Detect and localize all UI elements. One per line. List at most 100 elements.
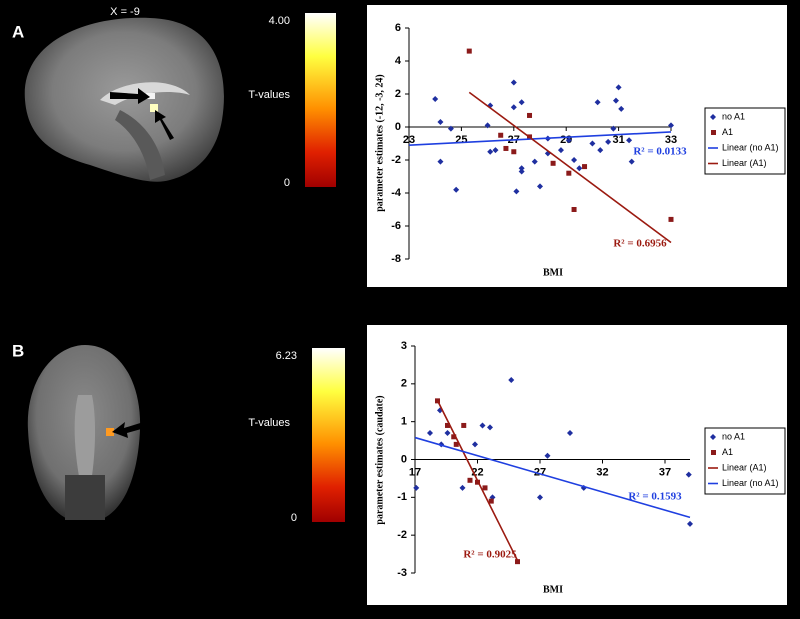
x-axis-label: BMI: [543, 584, 563, 595]
legend-swatch: [710, 114, 716, 120]
point: [687, 520, 693, 527]
point: [437, 158, 444, 165]
y-tick-label: 0: [395, 121, 401, 133]
point: [527, 112, 533, 118]
y-tick-label: 2: [401, 378, 407, 390]
point: [576, 165, 583, 172]
point: [472, 441, 478, 448]
legend-label: Linear (A1): [722, 158, 767, 168]
point: [513, 188, 520, 195]
point: [550, 160, 556, 166]
point: [447, 125, 454, 132]
colorbar-tick-label: 4.00: [269, 15, 290, 27]
point: [582, 164, 588, 170]
legend-label: Linear (no A1): [722, 478, 779, 488]
legend-swatch: [711, 130, 716, 135]
colorbar-tick-label: 0: [291, 512, 297, 524]
x-tick-label: 33: [665, 134, 677, 146]
legend: [704, 107, 786, 175]
y-tick-label: -1: [397, 491, 407, 503]
y-tick-label: 2: [395, 88, 401, 100]
point: [413, 484, 420, 491]
point: [498, 132, 504, 138]
y-tick-label: 1: [401, 416, 407, 428]
point: [437, 119, 444, 126]
y-axis-label: parameter estimates (-12, -3, 24): [374, 74, 385, 212]
y-tick-label: -6: [391, 220, 401, 232]
point: [626, 137, 633, 144]
legend: [704, 427, 786, 495]
point: [537, 494, 543, 501]
legend-swatch: [710, 434, 716, 440]
panel-label: B: [12, 341, 24, 360]
point: [518, 168, 525, 175]
colorbar-title: T-values: [248, 417, 290, 429]
y-tick-label: -2: [397, 529, 407, 541]
point: [461, 422, 467, 428]
slice-label: X = -9: [110, 6, 140, 18]
point: [605, 138, 612, 145]
point: [610, 125, 617, 132]
point: [685, 471, 692, 478]
point: [432, 95, 439, 102]
point: [618, 105, 625, 112]
y-tick-label: -4: [391, 187, 402, 199]
point: [467, 477, 473, 483]
point: [571, 207, 577, 212]
x-tick-label: 17: [409, 466, 421, 478]
trend-line: [408, 131, 672, 146]
x-tick-label: 37: [659, 466, 671, 478]
legend-label: A1: [722, 127, 733, 137]
annotation: R² = 0.1593: [628, 491, 682, 503]
point: [518, 99, 525, 106]
x-axis-label: BMI: [543, 267, 563, 278]
point: [444, 430, 451, 437]
trend-line: [436, 400, 519, 561]
annotation: R² = 0.9025: [463, 549, 517, 561]
point: [508, 377, 515, 384]
point: [451, 434, 457, 440]
x-tick-label: 32: [596, 466, 608, 478]
trend-line: [468, 91, 672, 244]
colorbar: [305, 13, 336, 187]
point: [510, 79, 517, 86]
point: [565, 137, 572, 144]
legend-label: no A1: [722, 431, 745, 441]
colorbar-title: T-values: [248, 89, 290, 101]
point: [503, 145, 509, 151]
y-axis-label: parameter estimates (caudate): [374, 395, 385, 524]
legend-swatch: [711, 450, 716, 455]
point: [668, 122, 674, 129]
point: [566, 170, 572, 176]
point: [612, 97, 619, 104]
colorbar-tick-label: 0: [284, 177, 290, 189]
point: [668, 216, 674, 222]
point: [518, 165, 525, 172]
point: [531, 158, 538, 165]
point: [510, 104, 517, 111]
point: [515, 559, 520, 565]
point: [479, 422, 486, 429]
point: [594, 99, 601, 106]
point: [487, 148, 494, 155]
point: [488, 498, 494, 504]
point: [445, 422, 450, 428]
trend-line: [414, 436, 691, 519]
colorbar: [312, 348, 345, 522]
brain-image: [27, 345, 152, 520]
y-tick-label: 4: [395, 55, 402, 67]
point: [453, 441, 459, 447]
panel-label: A: [12, 22, 24, 41]
point: [466, 48, 472, 54]
x-tick-label: 23: [403, 134, 415, 146]
point: [511, 149, 517, 155]
point: [544, 452, 551, 459]
colorbar-tick-label: 6.23: [276, 350, 297, 362]
annotation: R² = 0.0133: [633, 146, 687, 158]
point: [567, 430, 573, 437]
point: [427, 430, 433, 437]
point: [492, 147, 499, 154]
point: [484, 122, 491, 129]
point: [597, 147, 604, 154]
